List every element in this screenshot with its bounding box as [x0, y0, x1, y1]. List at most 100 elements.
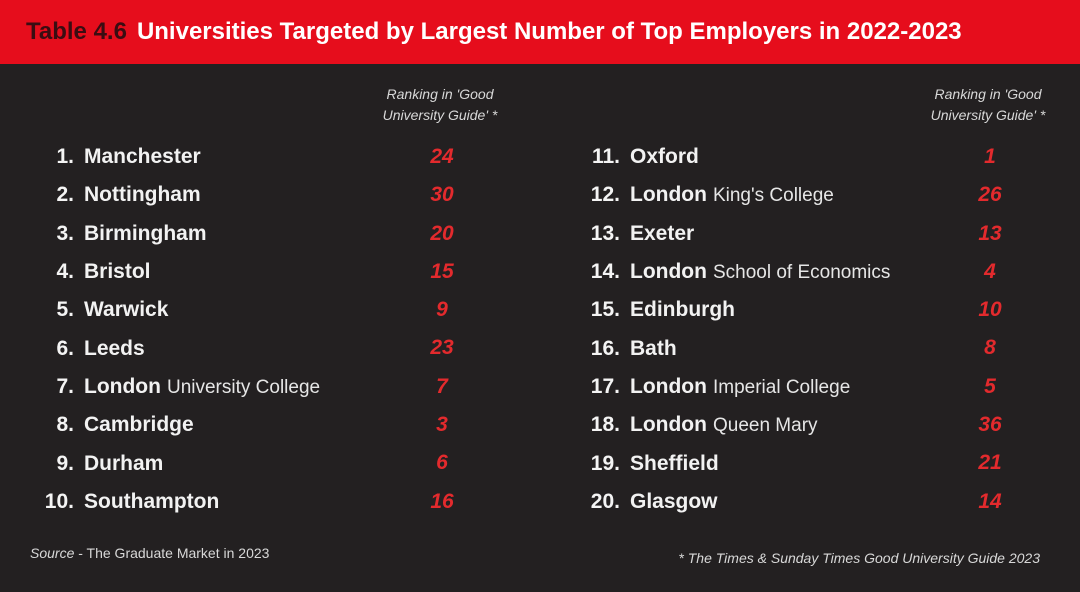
university-main-name: Glasgow — [630, 489, 718, 513]
table-row: 9. Durham 6 — [0, 444, 540, 482]
university-name: Southampton — [84, 490, 219, 514]
college-name: Queen Mary — [712, 415, 818, 437]
guide-ranking: 13 — [978, 221, 1002, 245]
guide-ranking: 3 — [436, 413, 448, 437]
college-name: School of Economics — [712, 262, 891, 284]
position-number: 14. — [590, 260, 620, 284]
position-number: 1. — [56, 145, 74, 169]
guide-ranking: 1 — [984, 145, 996, 168]
university-main-name: Exeter — [630, 221, 695, 245]
table-row: 3. Birmingham 20 — [0, 215, 540, 253]
university-main-name: London — [84, 374, 161, 398]
guide-ranking: 23 — [430, 336, 454, 360]
table-title: Universities Targeted by Largest Number … — [136, 18, 962, 45]
table-row: 7. London University College 7 — [0, 368, 540, 406]
position-number: 5. — [56, 298, 74, 322]
guide-ranking: 16 — [430, 489, 454, 513]
table-row: 20. Glasgow 14 — [546, 483, 1080, 521]
university-name: Leeds — [84, 337, 145, 361]
university-name: Bristol — [84, 260, 151, 284]
guide-ranking: 7 — [436, 374, 448, 398]
position-number: 3. — [56, 221, 74, 245]
university-name: Exeter — [630, 222, 694, 246]
university-main-name: Bath — [630, 336, 677, 360]
university-main-name: London — [630, 260, 707, 284]
table-row: 1. Manchester 24 — [0, 138, 540, 176]
university-name: London Queen Mary — [630, 413, 818, 437]
position-number: 16. — [590, 336, 620, 360]
title-banner: Table 4.6 Universities Targeted by Large… — [0, 0, 1080, 64]
source-note: Source - The Graduate Market in 2023 — [30, 545, 269, 561]
table-row: 14. London School of Economics 4 — [546, 253, 1080, 291]
university-main-name: Nottingham — [84, 183, 201, 207]
university-main-name: Birmingham — [84, 221, 207, 245]
table-row: 19. Sheffield 21 — [546, 444, 1080, 482]
university-main-name: Cambridge — [84, 413, 194, 437]
university-main-name: Bristol — [84, 260, 151, 284]
position-number: 11. — [591, 145, 620, 169]
guide-ranking: 20 — [430, 221, 454, 245]
guide-ranking: 8 — [984, 336, 996, 360]
university-name: Warwick — [84, 298, 168, 322]
university-main-name: Warwick — [84, 298, 169, 322]
university-name: Manchester — [84, 145, 201, 169]
university-name: London King's College — [630, 183, 834, 207]
university-name: Glasgow — [630, 490, 718, 514]
university-name: Durham — [84, 452, 163, 476]
position-number: 17. — [590, 374, 620, 398]
position-number: 15. — [590, 298, 620, 322]
position-number: 6. — [56, 336, 74, 360]
university-main-name: Edinburgh — [630, 298, 735, 322]
table-row: 10. Southampton 16 — [0, 483, 540, 521]
table-row: 12. London King's College 26 — [546, 176, 1080, 214]
guide-ranking: 24 — [430, 145, 454, 168]
university-name: Oxford — [630, 145, 699, 169]
left-rows: 1. Manchester 24 2. Nottingham 30 3. Birmingham… — [0, 138, 540, 521]
position-number: 19. — [590, 451, 620, 475]
position-number: 10. — [44, 489, 74, 513]
position-number: 9. — [56, 451, 74, 475]
university-main-name: Southampton — [84, 489, 220, 513]
ranking-column-heading: Ranking in 'Good University Guide' * — [930, 86, 1046, 123]
guide-ranking: 6 — [436, 451, 448, 475]
guide-ranking: 21 — [978, 451, 1002, 475]
university-name: Birmingham — [84, 222, 207, 246]
college-name: Imperial College — [712, 376, 851, 398]
position-number: 4. — [56, 260, 74, 284]
table-row: 18. London Queen Mary 36 — [546, 406, 1080, 444]
guide-ranking: 36 — [978, 413, 1002, 437]
table-row: 17. London Imperial College 5 — [546, 368, 1080, 406]
university-name: Edinburgh — [630, 298, 735, 322]
university-main-name: London — [630, 183, 707, 207]
guide-ranking: 10 — [978, 298, 1002, 322]
table-row: 8. Cambridge 3 — [0, 406, 540, 444]
university-name: Sheffield — [630, 452, 719, 476]
table-row: 15. Edinburgh 10 — [546, 291, 1080, 329]
position-number: 8. — [56, 413, 74, 437]
university-main-name: Manchester — [84, 145, 201, 169]
ranking-column-heading: Ranking in 'Good University Guide' * — [382, 86, 498, 123]
guide-ranking: 26 — [978, 183, 1002, 207]
position-number: 20. — [590, 489, 620, 513]
university-name: London School of Economics — [630, 260, 890, 284]
table-row: 11. Oxford 1 — [546, 138, 1080, 176]
college-name: King's College — [712, 185, 834, 207]
guide-ranking: 30 — [430, 183, 454, 207]
footnote: * The Times & Sunday Times Good Universi… — [678, 550, 1040, 566]
university-name: Nottingham — [84, 183, 201, 207]
university-main-name: London — [630, 413, 707, 437]
position-number: 18. — [590, 413, 620, 437]
university-name: Cambridge — [84, 413, 194, 437]
guide-ranking: 5 — [984, 374, 996, 398]
university-main-name: Sheffield — [630, 451, 719, 475]
guide-ranking: 9 — [436, 298, 448, 322]
university-main-name: Durham — [84, 451, 164, 475]
position-number: 2. — [56, 183, 74, 207]
university-name: Bath — [630, 337, 677, 361]
source-label: Source — [30, 545, 75, 561]
table-row: 5. Warwick 9 — [0, 291, 540, 329]
guide-ranking: 4 — [984, 259, 996, 283]
right-rows: 11. Oxford 1 12. London King's College 26 13. Ex… — [546, 138, 1080, 521]
table-row: 4. Bristol 15 — [0, 253, 540, 291]
guide-ranking: 14 — [978, 489, 1002, 513]
